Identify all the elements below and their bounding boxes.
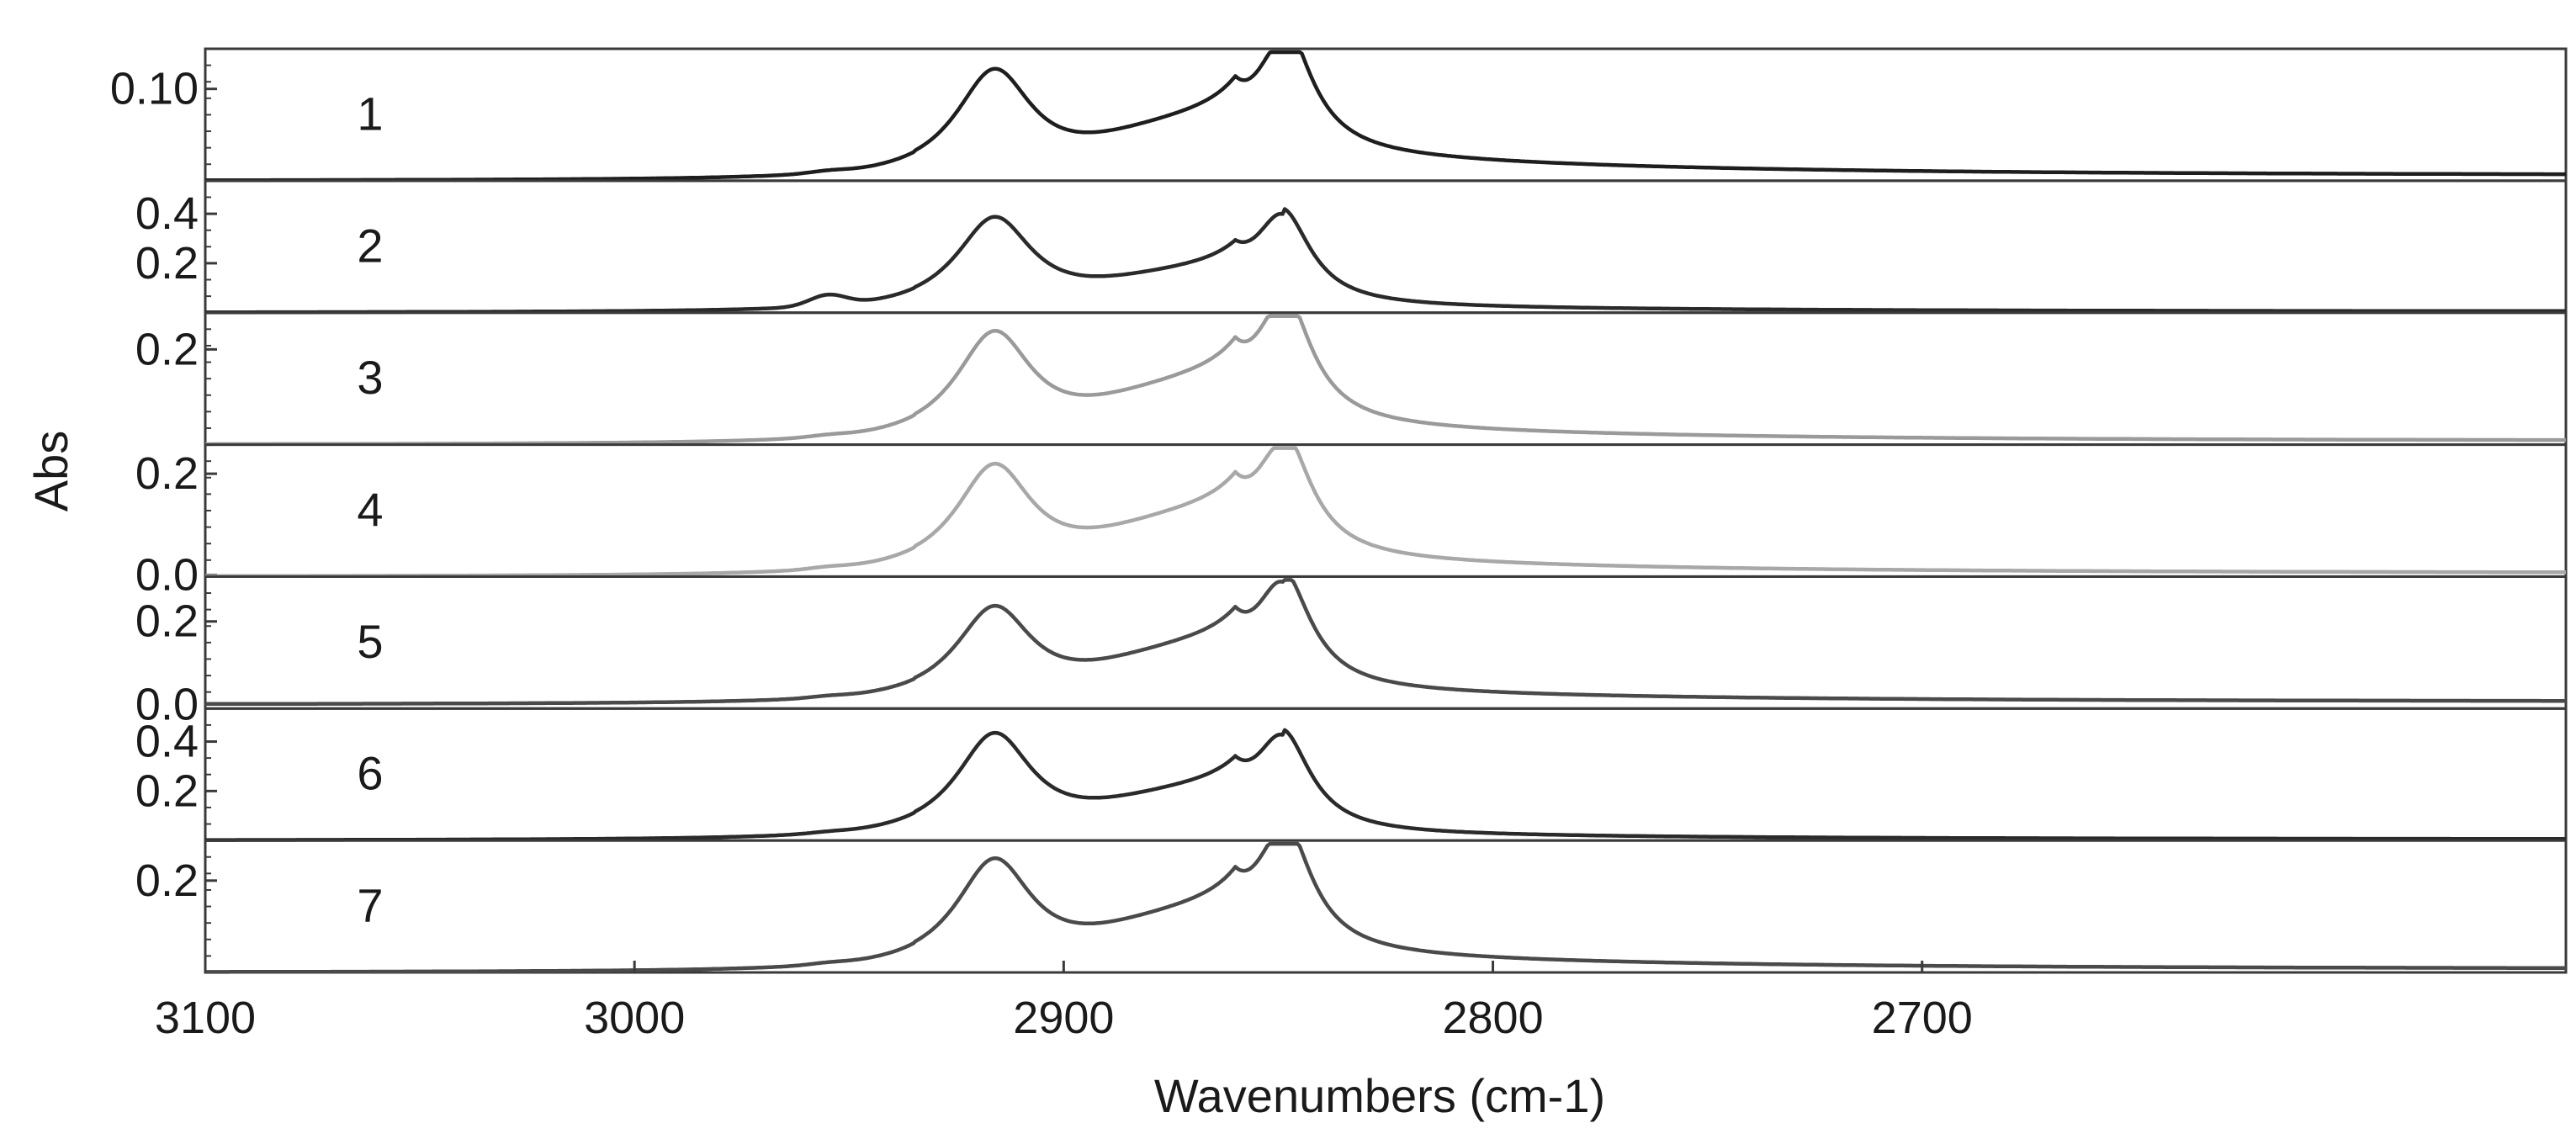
x-axis-title: Wavenumbers (cm-1) (1154, 1069, 1605, 1122)
panel-label: 6 (357, 747, 383, 800)
y-tick-label: 0.2 (135, 448, 199, 499)
spectrum-line-6 (205, 728, 2566, 842)
spectrum-line-4 (205, 446, 2566, 579)
panel-6: 6 0.40.2 (135, 707, 2568, 842)
y-axis-title: Abs (24, 431, 77, 512)
y-tick-label: 0.4 (135, 188, 199, 239)
panel-7: 70.2 (135, 839, 2568, 974)
panel-3: 30.2 (135, 311, 2568, 447)
spectrum-line-3 (205, 314, 2566, 447)
panel-frame (204, 443, 2568, 578)
y-tick-label: 0.4 (135, 717, 199, 767)
y-tick-label: 0.0 (135, 679, 199, 729)
y-tick-label: 0.2 (135, 596, 199, 647)
spectrum-line-5 (205, 578, 2566, 707)
panel-label: 5 (357, 615, 383, 668)
spectrum-line-2 (205, 207, 2566, 315)
x-tick-label: 3100 (155, 993, 256, 1043)
panels-group: 10.1020.40.230.240.20.050.20.060.40.270.… (110, 47, 2568, 974)
spectrum-line-7 (205, 841, 2566, 974)
panel-frame (204, 575, 2568, 710)
panel-frame (204, 47, 2568, 183)
y-tick-label: 0.2 (135, 238, 199, 289)
y-tick-label: 0.2 (135, 766, 199, 816)
panel-label: 7 (357, 879, 383, 932)
x-tick-label: 2700 (1872, 993, 1973, 1043)
spectrum-line-1 (205, 50, 2566, 183)
y-tick-label: 0.10 (110, 64, 199, 114)
panel-5: 5 0.2 0.0 (135, 575, 2568, 729)
y-tick-label: 0.2 (135, 324, 199, 374)
panel-label: 4 (357, 483, 383, 536)
y-tick-label: 0.0 (135, 549, 199, 600)
panel-1: 10.10 (110, 47, 2568, 183)
panel-frame (204, 707, 2568, 842)
x-tick-label: 2900 (1013, 993, 1114, 1043)
panel-frame (204, 311, 2568, 447)
panel-frame (204, 839, 2568, 974)
y-tick-label: 0.2 (135, 856, 199, 906)
panel-frame (204, 179, 2568, 315)
panel-label: 3 (357, 351, 383, 404)
panel-label: 2 (357, 219, 383, 272)
panel-label: 1 (357, 87, 383, 140)
x-tick-label: 2800 (1442, 993, 1543, 1043)
panel-2: 2 0.40.2 (135, 179, 2568, 315)
x-axis: 3100 3000 2900 2800 2700 (155, 961, 1973, 1043)
x-tick-label: 3000 (584, 993, 685, 1043)
